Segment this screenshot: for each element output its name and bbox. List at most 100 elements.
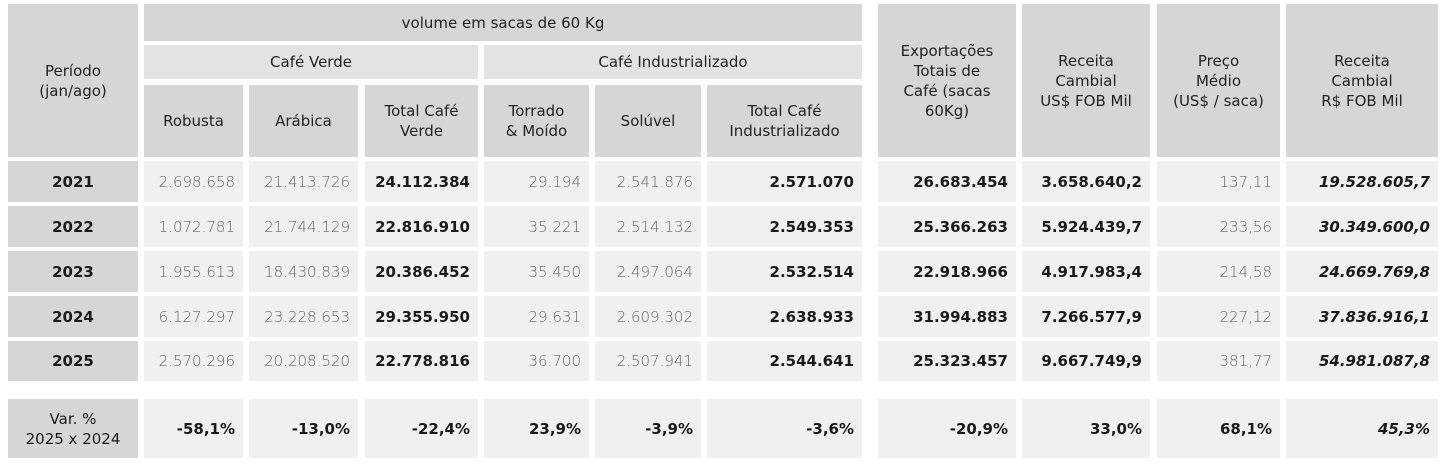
variation-preco-medio: 68,1% bbox=[1157, 399, 1280, 458]
cell-preco-medio-text: 381,77 bbox=[1219, 352, 1273, 370]
cell-receita-cambial-usd-text: 5.924.439,7 bbox=[1041, 217, 1142, 236]
cell-robusta: 2.570.296 bbox=[144, 341, 243, 381]
cell-robusta: 1.955.613 bbox=[144, 251, 243, 292]
variation-torrado-moido: 23,9% bbox=[484, 399, 589, 458]
cell-receita-cambial-brl-text: 19.528.605,7 bbox=[1318, 172, 1430, 191]
cell-soluvel-text: 2.541.876 bbox=[616, 172, 693, 191]
cell-torrado-moido-text: 35.221 bbox=[528, 217, 582, 236]
row-periodo: 2024 bbox=[8, 296, 138, 337]
variation-soluvel-text: -3,9% bbox=[645, 419, 693, 438]
cell-preco-medio: 227,12 bbox=[1157, 296, 1280, 337]
cell-preco-medio-text: 214,58 bbox=[1219, 262, 1273, 281]
cell-total-cafe-verde: 20.386.452 bbox=[365, 251, 478, 292]
header-torrado-moido: Torrado & Moído bbox=[484, 85, 589, 157]
cell-torrado-moido: 35.221 bbox=[484, 206, 589, 247]
header-exportacoes-totais-text: Exportações Totais de Café (sacas 60Kg) bbox=[900, 41, 994, 120]
cell-arabica: 23.228.653 bbox=[249, 296, 358, 337]
variation-label: Var. % 2025 x 2024 bbox=[8, 399, 138, 458]
cell-preco-medio: 233,56 bbox=[1157, 206, 1280, 247]
cell-robusta-text: 2.698.658 bbox=[158, 172, 235, 191]
cell-total-cafe-industrializado-text: 2.638.933 bbox=[769, 307, 854, 326]
cell-receita-cambial-usd: 9.667.749,9 bbox=[1022, 341, 1150, 381]
header-receita-cambial-usd: Receita Cambial US$ FOB Mil bbox=[1022, 4, 1150, 157]
cell-total-cafe-verde: 22.816.910 bbox=[365, 206, 478, 247]
cell-preco-medio: 381,77 bbox=[1157, 341, 1280, 381]
cell-arabica-text: 20.208.520 bbox=[264, 352, 350, 370]
header-periodo: Período (jan/ago) bbox=[8, 4, 138, 157]
cell-total-cafe-industrializado: 2.544.641 bbox=[707, 341, 862, 381]
cell-receita-cambial-usd-text: 4.917.983,4 bbox=[1041, 262, 1142, 281]
cell-total-cafe-industrializado: 2.549.353 bbox=[707, 206, 862, 247]
cell-receita-cambial-usd: 7.266.577,9 bbox=[1022, 296, 1150, 337]
cell-total-cafe-verde-text: 22.816.910 bbox=[375, 217, 470, 236]
cell-exportacoes-totais: 22.918.966 bbox=[878, 251, 1016, 292]
cell-soluvel-text: 2.514.132 bbox=[616, 217, 693, 236]
cell-robusta-text: 1.072.781 bbox=[158, 217, 235, 236]
cell-total-cafe-industrializado: 2.638.933 bbox=[707, 296, 862, 337]
cell-preco-medio-text: 227,12 bbox=[1219, 307, 1273, 326]
variation-robusta-text: -58,1% bbox=[176, 419, 235, 438]
cell-receita-cambial-usd-text: 9.667.749,9 bbox=[1041, 352, 1142, 370]
cell-soluvel-text: 2.497.064 bbox=[616, 262, 693, 281]
cell-total-cafe-verde: 22.778.816 bbox=[365, 341, 478, 381]
variation-receita-cambial-usd-text: 33,0% bbox=[1089, 419, 1142, 438]
cell-receita-cambial-brl-text: 37.836.916,1 bbox=[1318, 307, 1430, 326]
variation-total-cafe-industrializado-text: -3,6% bbox=[806, 419, 854, 438]
cell-total-cafe-industrializado-text: 2.544.641 bbox=[769, 352, 854, 370]
cell-receita-cambial-brl: 24.669.769,8 bbox=[1286, 251, 1438, 292]
header-soluvel-text: Solúvel bbox=[620, 112, 676, 130]
row-periodo-text: 2022 bbox=[52, 217, 94, 236]
variation-robusta: -58,1% bbox=[144, 399, 243, 458]
header-cafe-industrializado: Café Industrializado bbox=[484, 45, 862, 79]
cell-preco-medio: 214,58 bbox=[1157, 251, 1280, 292]
cell-arabica: 21.744.129 bbox=[249, 206, 358, 247]
row-periodo-text: 2024 bbox=[52, 307, 94, 326]
cell-robusta: 6.127.297 bbox=[144, 296, 243, 337]
cell-exportacoes-totais-text: 25.323.457 bbox=[913, 352, 1008, 370]
cell-total-cafe-verde-text: 24.112.384 bbox=[375, 172, 470, 191]
row-periodo-text: 2025 bbox=[52, 352, 94, 370]
cell-total-cafe-industrializado: 2.532.514 bbox=[707, 251, 862, 292]
cell-receita-cambial-brl: 30.349.600,0 bbox=[1286, 206, 1438, 247]
header-cafe-verde-text: Café Verde bbox=[270, 53, 352, 71]
row-periodo-text: 2021 bbox=[52, 172, 94, 191]
header-arabica: Arábica bbox=[249, 85, 358, 157]
variation-soluvel: -3,9% bbox=[595, 399, 701, 458]
cell-arabica-text: 23.228.653 bbox=[264, 307, 350, 326]
cell-receita-cambial-brl-text: 30.349.600,0 bbox=[1318, 217, 1430, 236]
cell-soluvel: 2.507.941 bbox=[595, 341, 701, 381]
cell-exportacoes-totais: 31.994.883 bbox=[878, 296, 1016, 337]
cell-total-cafe-verde: 24.112.384 bbox=[365, 161, 478, 202]
header-cafe-industrializado-text: Café Industrializado bbox=[598, 53, 748, 71]
row-periodo-text: 2023 bbox=[52, 262, 94, 281]
cell-exportacoes-totais: 26.683.454 bbox=[878, 161, 1016, 202]
header-receita-cambial-usd-text: Receita Cambial US$ FOB Mil bbox=[1040, 51, 1132, 110]
variation-total-cafe-verde: -22,4% bbox=[365, 399, 478, 458]
variation-arabica-text: -13,0% bbox=[291, 419, 350, 438]
variation-exportacoes-totais: -20,9% bbox=[878, 399, 1016, 458]
cell-soluvel-text: 2.507.941 bbox=[616, 352, 693, 370]
cell-receita-cambial-brl-text: 54.981.087,8 bbox=[1318, 352, 1430, 370]
cell-receita-cambial-brl: 54.981.087,8 bbox=[1286, 341, 1438, 381]
variation-label-text: Var. % 2025 x 2024 bbox=[25, 409, 121, 448]
cell-total-cafe-industrializado: 2.571.070 bbox=[707, 161, 862, 202]
cell-preco-medio-text: 137,11 bbox=[1219, 172, 1273, 191]
cell-soluvel: 2.514.132 bbox=[595, 206, 701, 247]
cell-torrado-moido: 29.631 bbox=[484, 296, 589, 337]
header-preco-medio: Preço Médio (US$ / saca) bbox=[1157, 4, 1280, 157]
cell-arabica: 21.413.726 bbox=[249, 161, 358, 202]
cell-total-cafe-verde: 29.355.950 bbox=[365, 296, 478, 337]
cell-receita-cambial-usd: 4.917.983,4 bbox=[1022, 251, 1150, 292]
cell-exportacoes-totais-text: 31.994.883 bbox=[913, 307, 1008, 326]
cell-exportacoes-totais-text: 26.683.454 bbox=[913, 172, 1008, 191]
cell-arabica: 18.430.839 bbox=[249, 251, 358, 292]
header-periodo-text: Período (jan/ago) bbox=[39, 61, 107, 100]
cell-torrado-moido-text: 29.631 bbox=[528, 307, 582, 326]
cell-arabica-text: 21.744.129 bbox=[264, 217, 350, 236]
cell-total-cafe-industrializado-text: 2.549.353 bbox=[769, 217, 854, 236]
variation-total-cafe-industrializado: -3,6% bbox=[707, 399, 862, 458]
cell-soluvel-text: 2.609.302 bbox=[616, 307, 693, 326]
cell-total-cafe-verde-text: 29.355.950 bbox=[375, 307, 470, 326]
cell-exportacoes-totais: 25.366.263 bbox=[878, 206, 1016, 247]
cell-robusta-text: 6.127.297 bbox=[158, 307, 235, 326]
